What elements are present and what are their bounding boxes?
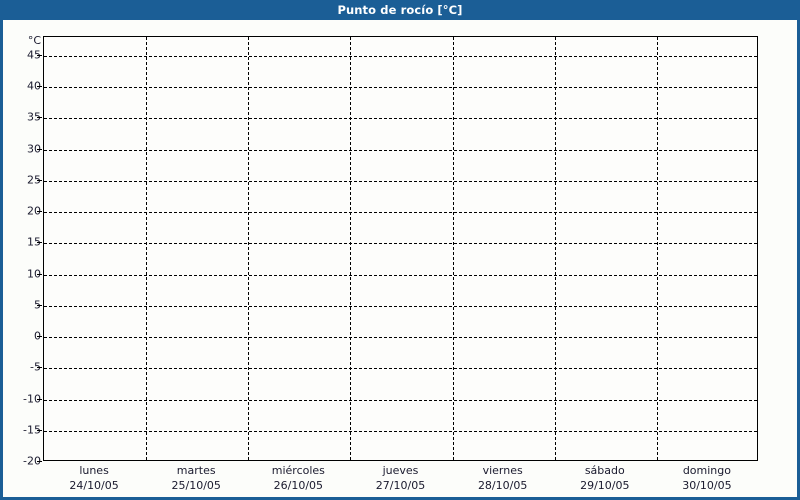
gridline-horizontal <box>44 243 757 245</box>
y-axis-tick-label: 45 <box>27 48 41 62</box>
x-axis-day-label: jueves <box>382 464 419 477</box>
gridline-vertical <box>146 37 148 460</box>
gridline-horizontal <box>44 274 757 276</box>
y-axis-tick-mark <box>37 117 42 119</box>
x-axis-day-label: domingo <box>682 464 731 477</box>
gridline-vertical <box>350 37 352 460</box>
y-axis-tick-label: 25 <box>27 173 41 187</box>
gridline-horizontal <box>44 118 757 120</box>
y-axis-tick-mark <box>37 429 42 431</box>
gridline-horizontal <box>44 212 757 213</box>
x-axis-date-label: 30/10/05 <box>682 479 732 492</box>
gridline-horizontal <box>44 305 757 307</box>
y-axis-tick-mark <box>37 86 42 87</box>
gridline-horizontal <box>44 55 757 57</box>
y-axis-tick-label: 15 <box>27 235 41 249</box>
x-axis-tick-group: miércoles 26/10/05 <box>272 463 325 493</box>
x-axis-day-label: martes <box>176 464 216 477</box>
gridline-horizontal <box>44 149 757 151</box>
y-axis-tick-mark <box>37 179 42 181</box>
y-axis-tick-label: -20 <box>23 454 41 468</box>
y-axis-tick-mark <box>37 273 42 275</box>
y-axis-tick-mark <box>37 211 42 212</box>
x-axis-tick-group: lunes 24/10/05 <box>69 463 118 493</box>
x-axis-date-label: 24/10/05 <box>69 479 119 492</box>
y-axis-tick-label: 10 <box>27 267 41 280</box>
y-axis-tick-label: -5 <box>30 360 41 374</box>
y-axis-tick-mark <box>37 242 42 244</box>
y-axis-tick-mark <box>37 461 42 462</box>
x-axis-tick-group: jueves 27/10/05 <box>376 463 425 493</box>
chart-canvas: °C 45 40 35 30 25 20 15 10 5 0 -5 -10 -15 -20 lunes 24… <box>3 20 797 497</box>
y-axis-tick-mark <box>37 54 42 56</box>
gridline-vertical <box>248 37 250 460</box>
y-axis-tick-label: 5 <box>34 298 41 312</box>
x-axis-date-label: 26/10/05 <box>273 479 324 492</box>
x-axis-day-label: miércoles <box>271 464 325 477</box>
gridline-vertical <box>452 37 454 460</box>
chart-title: Punto de rocío [°C] <box>337 3 463 17</box>
y-axis-tick-label: 30 <box>27 142 41 155</box>
y-axis-unit-label: °C <box>27 34 41 47</box>
x-axis-day-label: sábado <box>584 464 625 477</box>
gridline-horizontal <box>44 180 757 182</box>
gridline-horizontal <box>44 430 757 432</box>
y-axis-tick-label: 40 <box>27 79 41 93</box>
window-title-bar: Punto de rocío [°C] <box>0 0 800 20</box>
x-axis-date-label: 29/10/05 <box>580 479 630 492</box>
x-axis-date-label: 25/10/05 <box>171 479 221 492</box>
y-axis-tick-label: 20 <box>27 204 41 218</box>
gridline-horizontal <box>44 399 757 401</box>
y-axis-tick-label: -15 <box>23 423 41 437</box>
series-layer <box>44 37 757 460</box>
y-axis-tick-mark <box>37 148 42 150</box>
gridline-vertical <box>554 37 556 460</box>
gridline-horizontal <box>44 87 757 88</box>
x-axis-date-label: 28/10/05 <box>477 479 528 492</box>
gridline-horizontal <box>44 337 757 338</box>
x-axis-tick-group: viernes 28/10/05 <box>478 463 527 493</box>
y-axis-tick-mark <box>37 398 42 400</box>
x-axis-day-label: viernes <box>482 464 523 477</box>
y-axis-tick-mark <box>37 336 42 337</box>
gridline-horizontal <box>44 368 757 370</box>
y-axis-tick-mark <box>37 367 42 369</box>
x-axis-date-label: 27/10/05 <box>375 479 426 492</box>
x-axis-day-label: lunes <box>79 464 109 477</box>
x-axis-tick-group: martes 25/10/05 <box>172 463 221 493</box>
y-axis-tick-label: -10 <box>23 392 41 405</box>
y-axis-tick-label: 0 <box>34 329 41 343</box>
y-axis: °C 45 40 35 30 25 20 15 10 5 0 -5 -10 -15 -20 <box>3 20 42 497</box>
x-axis-tick-group: domingo 30/10/05 <box>682 463 731 493</box>
x-axis: lunes 24/10/05 martes 25/10/05 miércoles 26/1… <box>3 463 797 497</box>
y-axis-tick-label: 35 <box>27 110 41 124</box>
plot-area <box>43 36 758 461</box>
x-axis-tick-group: sábado 29/10/05 <box>580 463 629 493</box>
gridline-vertical <box>656 37 658 460</box>
y-axis-tick-mark <box>37 304 42 306</box>
